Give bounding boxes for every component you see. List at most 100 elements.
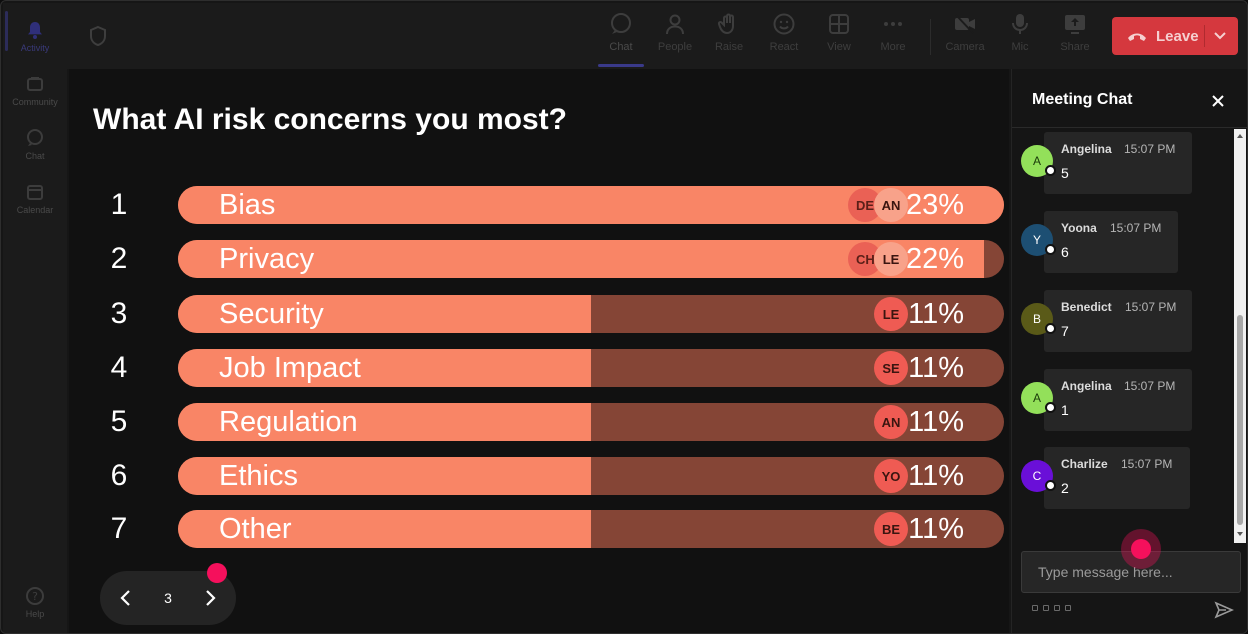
more-icon bbox=[880, 11, 906, 37]
camera-off-icon bbox=[952, 11, 978, 37]
sender-name: Charlize bbox=[1061, 457, 1108, 471]
toolbar-chat-button[interactable]: Chat bbox=[597, 11, 645, 61]
toolbar-label: View bbox=[827, 41, 851, 53]
chat-icon bbox=[24, 127, 46, 149]
help-icon: ? bbox=[24, 585, 46, 607]
poll-option-row: 2 Privacy CH LE 22% bbox=[69, 239, 1009, 279]
sender-name: Yoona bbox=[1061, 221, 1097, 235]
message-text: 7 bbox=[1061, 323, 1069, 339]
option-bar: Other BE 11% bbox=[178, 510, 1004, 548]
gif-icon[interactable] bbox=[1065, 605, 1071, 611]
rail-item-help[interactable]: ? Help bbox=[3, 577, 67, 629]
option-label: Other bbox=[219, 513, 292, 545]
option-rank: 7 bbox=[110, 512, 128, 545]
message-time: 15:07 PM bbox=[1124, 142, 1176, 156]
option-rank: 4 bbox=[110, 351, 128, 384]
option-bar: Job Impact SE 11% bbox=[178, 349, 1004, 387]
leave-button[interactable]: Leave bbox=[1112, 17, 1238, 55]
poll-option-row: 3 Security LE 11% bbox=[69, 294, 1009, 334]
chat-message: Angelina 15:07 PM 5 A bbox=[1012, 132, 1232, 194]
bell-icon bbox=[24, 19, 46, 41]
share-icon bbox=[1062, 11, 1088, 37]
option-rank: 5 bbox=[110, 405, 128, 438]
format-icon[interactable] bbox=[1032, 605, 1038, 611]
option-percent: 22% bbox=[905, 243, 964, 275]
rail-label: Help bbox=[25, 609, 45, 619]
option-rank: 2 bbox=[110, 242, 128, 275]
toolbar-view-button[interactable]: View bbox=[815, 11, 863, 61]
toolbar-camera-button[interactable]: Camera bbox=[941, 11, 989, 61]
toolbar-people-button[interactable]: People bbox=[651, 11, 699, 61]
option-label: Job Impact bbox=[219, 352, 361, 384]
poll-option-row: 7 Other BE 11% bbox=[69, 509, 1009, 549]
leave-label: Leave bbox=[1156, 27, 1199, 45]
send-icon[interactable] bbox=[1214, 600, 1234, 620]
emoji-icon[interactable] bbox=[1054, 605, 1060, 611]
chat-message: Yoona 15:07 PM 6 Y bbox=[1012, 211, 1232, 273]
chevron-left-icon[interactable] bbox=[114, 586, 138, 610]
voter-avatar: LE bbox=[874, 242, 908, 276]
option-percent: 11% bbox=[908, 406, 964, 438]
chat-icon bbox=[608, 11, 634, 37]
voter-avatar: BE bbox=[874, 512, 908, 546]
svg-text:?: ? bbox=[32, 590, 38, 603]
toolbar-share-button[interactable]: Share bbox=[1051, 11, 1099, 61]
option-percent: 11% bbox=[908, 460, 964, 492]
message-time: 15:07 PM bbox=[1125, 300, 1177, 314]
leave-divider bbox=[1204, 25, 1205, 47]
toolbar-label: React bbox=[769, 41, 799, 53]
meeting-chat-panel: Meeting Chat Angelina 15:07 PM 5 A Yoona 15:0… bbox=[1011, 69, 1247, 633]
option-label: Bias bbox=[219, 189, 276, 221]
poll-option-row: 5 Regulation AN 11% bbox=[69, 402, 1009, 442]
message-text: 1 bbox=[1061, 402, 1069, 418]
chat-message: Angelina 15:07 PM 1 A bbox=[1012, 369, 1232, 431]
page-number: 3 bbox=[164, 590, 172, 606]
voter-avatar: LE bbox=[874, 297, 908, 331]
voter-avatar: AN bbox=[874, 188, 908, 222]
message-bubble: Charlize 15:07 PM 2 bbox=[1044, 447, 1190, 509]
toolbar-label: More bbox=[880, 41, 906, 53]
message-bubble: Benedict 15:07 PM 7 bbox=[1044, 290, 1192, 352]
option-bar-fill bbox=[178, 510, 591, 548]
toolbar-label: Camera bbox=[945, 41, 985, 53]
grid-icon bbox=[826, 11, 852, 37]
close-icon[interactable] bbox=[1208, 91, 1228, 111]
presence-dot bbox=[1045, 323, 1056, 334]
option-percent: 11% bbox=[908, 352, 964, 384]
phone-hangup-icon bbox=[1128, 33, 1146, 41]
chat-title: Meeting Chat bbox=[1032, 91, 1133, 108]
toolbar-raise-button[interactable]: Raise bbox=[705, 11, 753, 61]
meeting-toolbar: Chat People Raise React View More Camera bbox=[67, 3, 1247, 69]
cursor-indicator bbox=[207, 563, 227, 583]
active-tab-indicator bbox=[598, 64, 644, 67]
option-bar: Bias DE AN 23% bbox=[178, 186, 1004, 224]
scrollbar-thumb[interactable] bbox=[1237, 315, 1243, 525]
option-bar: Privacy CH LE 22% bbox=[178, 240, 1004, 278]
attach-icon[interactable] bbox=[1043, 605, 1049, 611]
toolbar-more-button[interactable]: More bbox=[869, 11, 917, 61]
rail-item-chat[interactable]: Chat bbox=[3, 119, 67, 171]
chevron-right-icon[interactable] bbox=[198, 586, 222, 610]
scroll-up-icon[interactable] bbox=[1235, 131, 1245, 141]
rail-label: Calendar bbox=[16, 205, 54, 215]
rail-item-calendar[interactable]: Calendar bbox=[3, 173, 67, 225]
poll-title: What AI risk concerns you most? bbox=[93, 103, 567, 136]
community-icon bbox=[24, 73, 46, 95]
chat-message-input[interactable]: Type message here... bbox=[1021, 551, 1241, 593]
option-rank: 3 bbox=[110, 297, 128, 330]
shield-icon[interactable] bbox=[87, 25, 109, 47]
rail-item-community[interactable]: Community bbox=[3, 65, 67, 117]
option-bar: Ethics YO 11% bbox=[178, 457, 1004, 495]
poll-results: What AI risk concerns you most? 1 Bias DE A… bbox=[69, 69, 1009, 633]
chat-message: Charlize 15:07 PM 2 C bbox=[1012, 447, 1232, 509]
chevron-down-icon[interactable] bbox=[1212, 29, 1228, 43]
poll-option-row: 1 Bias DE AN 23% bbox=[69, 185, 1009, 225]
sender-name: Benedict bbox=[1061, 300, 1112, 314]
toolbar-mic-button[interactable]: Mic bbox=[996, 11, 1044, 61]
presence-dot bbox=[1045, 480, 1056, 491]
people-icon bbox=[662, 11, 688, 37]
toolbar-react-button[interactable]: React bbox=[760, 11, 808, 61]
calendar-icon bbox=[24, 181, 46, 203]
rail-item-activity[interactable]: Activity bbox=[3, 11, 67, 63]
scroll-down-icon[interactable] bbox=[1235, 529, 1245, 539]
